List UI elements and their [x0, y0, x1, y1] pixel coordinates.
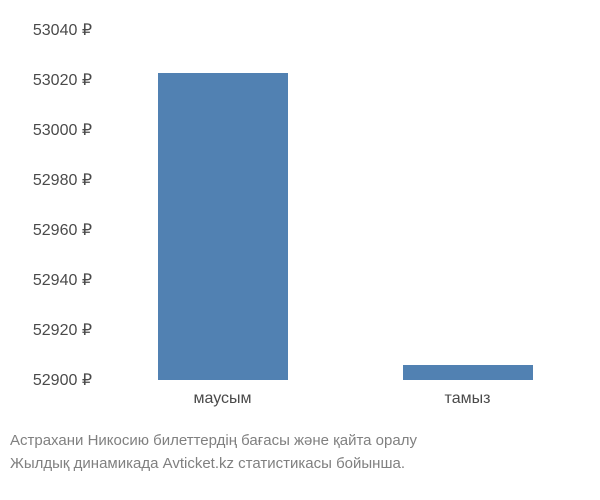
bar — [158, 73, 288, 381]
caption-line-1: Астрахани Никосию билеттердің бағасы жән… — [10, 430, 417, 453]
y-tick-label: 52920 ₽ — [33, 320, 92, 340]
y-tick-label: 52900 ₽ — [33, 370, 92, 390]
chart-container: Астрахани Никосию билеттердің бағасы жән… — [0, 0, 600, 500]
x-tick-label: тамыз — [445, 390, 491, 408]
y-tick-label: 52940 ₽ — [33, 270, 92, 290]
caption-line-2: Жылдық динамикада Avticket.kz статистика… — [10, 453, 417, 476]
y-tick-label: 52960 ₽ — [33, 220, 92, 240]
bar — [403, 365, 533, 380]
y-tick-label: 53020 ₽ — [33, 70, 92, 90]
y-tick-label: 53000 ₽ — [33, 120, 92, 140]
chart-caption: Астрахани Никосию билеттердің бағасы жән… — [10, 430, 417, 475]
y-tick-label: 52980 ₽ — [33, 170, 92, 190]
y-tick-label: 53040 ₽ — [33, 20, 92, 40]
x-tick-label: маусым — [193, 390, 251, 408]
plot-area — [100, 30, 590, 380]
